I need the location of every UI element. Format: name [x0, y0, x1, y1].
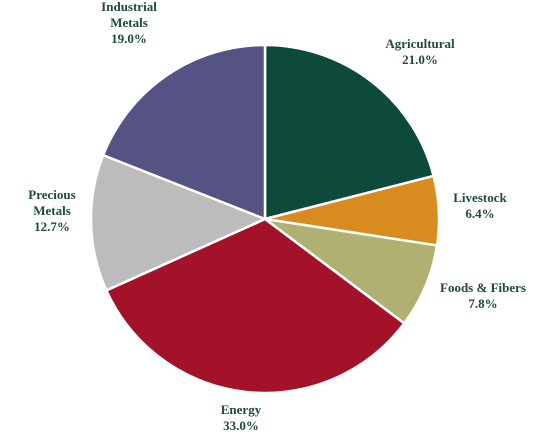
- slice-percent-industrial-metals: 19.0%: [111, 31, 147, 46]
- slice-percent-energy: 33.0%: [223, 418, 259, 433]
- slice-name-precious-metals: Metals: [33, 203, 71, 218]
- slice-label-livestock: Livestock 6.4%: [453, 190, 507, 221]
- slice-name-precious-metals: Precious: [28, 187, 75, 202]
- slice-name-agricultural: Agricultural: [385, 36, 455, 51]
- pie-slice-precious-metals: [89, 153, 267, 292]
- slice-name-livestock: Livestock: [453, 190, 507, 205]
- slice-percent-livestock: 6.4%: [465, 206, 494, 221]
- slice-label-industrial-metals: Industrial Metals 19.0%: [101, 0, 157, 46]
- slice-percent-precious-metals: 12.7%: [34, 219, 70, 234]
- pie-labels: Agricultural 21.0% Livestock 6.4% Foods & Fi…: [28, 0, 526, 433]
- slice-name-industrial-metals: Industrial: [101, 0, 157, 14]
- slice-label-foods-fibers: Foods & Fibers 7.8%: [440, 280, 526, 311]
- pie-slices: [89, 43, 441, 395]
- slice-name-foods-fibers: Foods & Fibers: [440, 280, 526, 295]
- slice-label-agricultural: Agricultural 21.0%: [385, 36, 455, 67]
- slice-name-industrial-metals: Metals: [110, 15, 148, 30]
- pie-slice-energy: [105, 217, 406, 395]
- slice-percent-foods-fibers: 7.8%: [468, 296, 497, 311]
- slice-name-energy: Energy: [221, 402, 262, 417]
- slice-percent-agricultural: 21.0%: [402, 52, 438, 67]
- pie-slice-agricultural: [263, 43, 435, 221]
- pie-slice-industrial-metals: [101, 43, 267, 221]
- slice-label-precious-metals: Precious Metals 12.7%: [28, 187, 75, 234]
- slice-label-energy: Energy 33.0%: [221, 402, 262, 433]
